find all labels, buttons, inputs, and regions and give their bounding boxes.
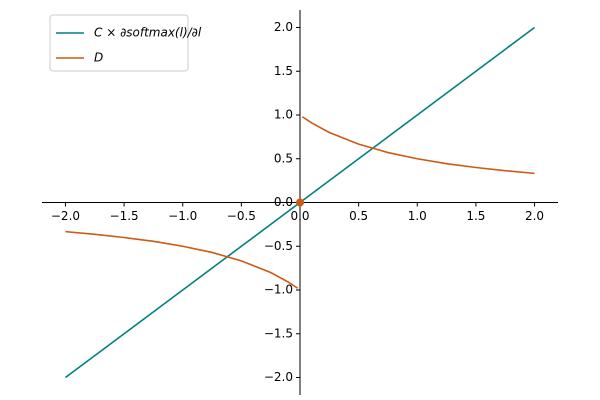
- line-series: [65, 116, 535, 289]
- y-tick-label: −1.0: [264, 283, 293, 297]
- point: [296, 198, 304, 207]
- x-tick-label: −2.0: [51, 209, 80, 223]
- y-tick-label: −1.5: [264, 326, 293, 340]
- y-tick-label: 2.0: [274, 20, 293, 34]
- y-tick-label: 1.0: [274, 108, 293, 122]
- y-tick-label: −2.0: [264, 370, 293, 384]
- y-tick-label: −0.5: [264, 239, 293, 253]
- x-tick-label: 2.0: [525, 209, 544, 223]
- y-tick-label: 0.0: [274, 195, 293, 209]
- x-tick-label: −1.0: [168, 209, 197, 223]
- legend-label: C × ∂softmax(l)/∂l: [94, 26, 202, 40]
- x-tick-label: −0.5: [227, 209, 256, 223]
- x-tick-label: 1.5: [466, 209, 485, 223]
- x-tick-label: 1.0: [408, 209, 427, 223]
- legend-label: D: [94, 51, 103, 65]
- legend-box: [49, 14, 189, 72]
- x-tick-label: −1.5: [110, 209, 139, 223]
- y-tick-label: 0.5: [274, 151, 293, 165]
- y-tick-label: 1.5: [274, 64, 293, 78]
- x-tick-label: 0.0: [290, 209, 309, 223]
- x-tick-label: 0.5: [349, 209, 368, 223]
